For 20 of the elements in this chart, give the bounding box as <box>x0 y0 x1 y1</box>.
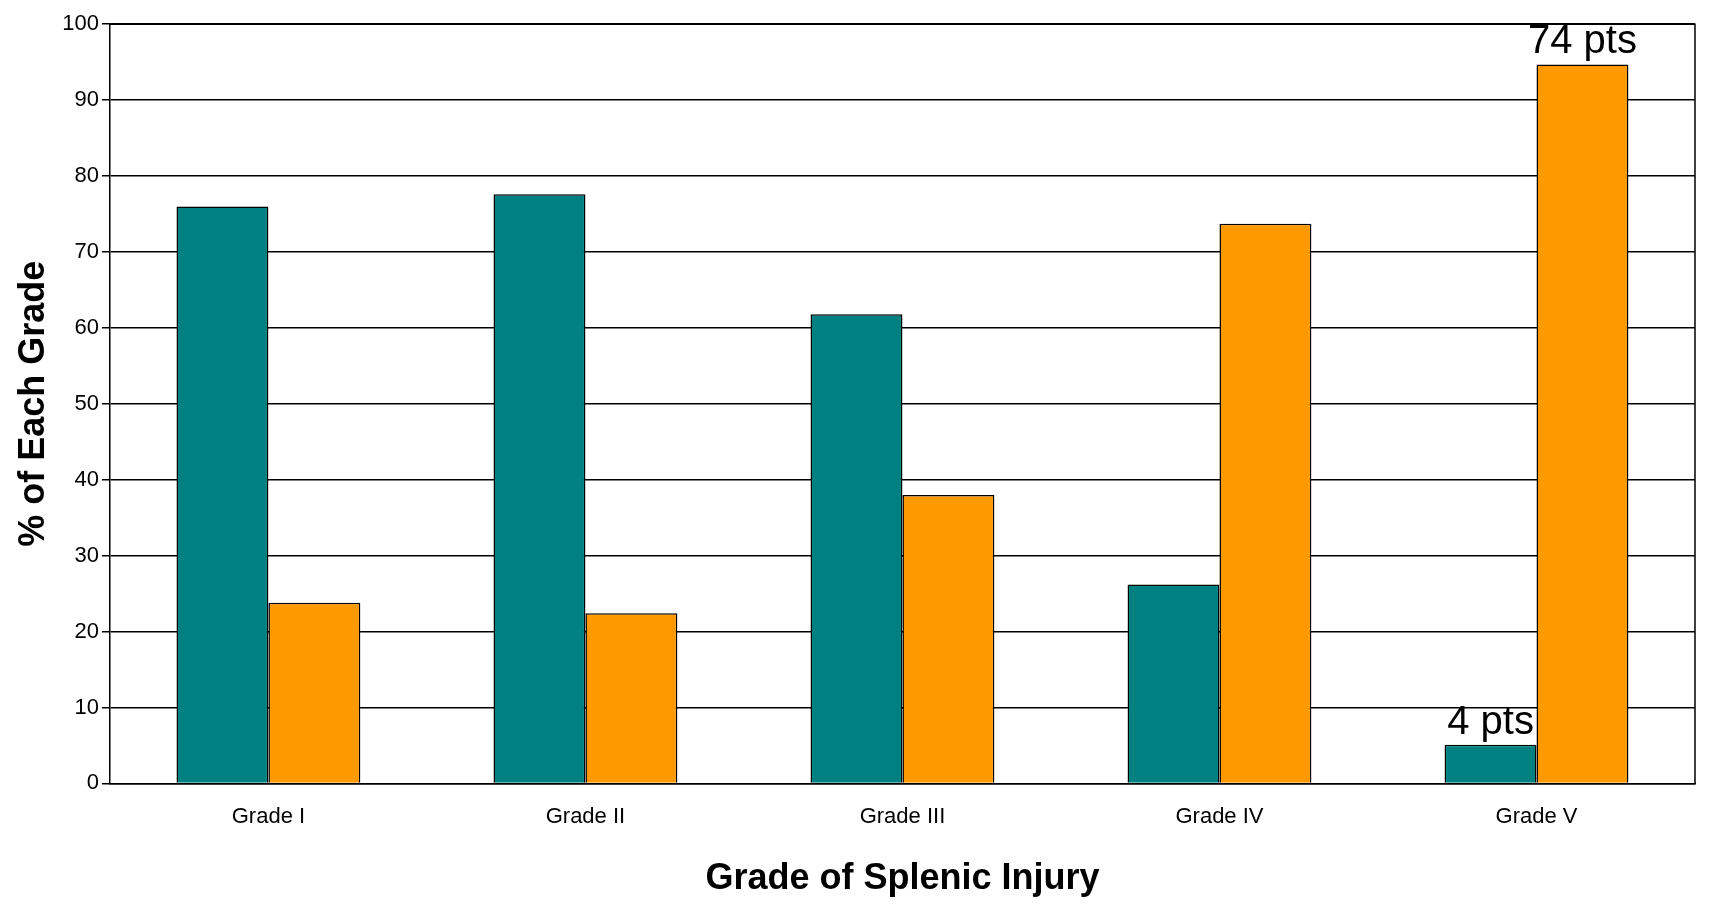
x-tick-label: Grade IV <box>1175 802 1264 828</box>
x-tick-label: Grade III <box>859 802 946 828</box>
y-tick-label: 60 <box>74 313 99 339</box>
x-tick-label: Grade I <box>231 802 306 828</box>
y-tick-label: 50 <box>74 389 99 415</box>
x-tick-label: Grade V <box>1495 802 1578 828</box>
y-axis-title: % of Each Grade <box>10 260 52 547</box>
y-tick-label: 70 <box>74 238 99 264</box>
y-tick-label: 10 <box>74 693 99 719</box>
y-tick-label: 90 <box>74 86 99 112</box>
y-tick-label: 30 <box>74 541 99 567</box>
y-tick-label: 0 <box>86 769 99 795</box>
annotation: 74 pts <box>1527 17 1637 62</box>
y-tick-label: 100 <box>62 10 99 36</box>
y-tick-label: 20 <box>74 617 99 643</box>
x-tick-label: Grade II <box>545 802 626 828</box>
y-tick-label: 80 <box>74 162 99 188</box>
annotation: 4 pts <box>1447 697 1534 742</box>
x-axis-title: Grade of Splenic Injury <box>705 856 1100 898</box>
y-tick-label: 40 <box>74 465 99 491</box>
